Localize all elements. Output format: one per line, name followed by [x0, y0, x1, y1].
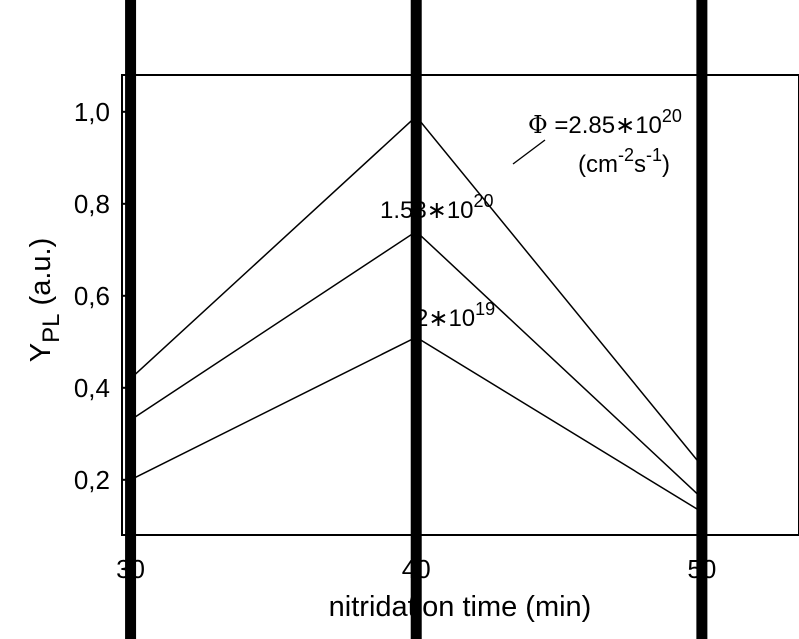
annotation-leader-line — [512, 139, 546, 165]
y-tick-label: 1,0 — [74, 97, 110, 127]
phi-exponent: 20 — [662, 106, 682, 126]
y-tick-label: 0,6 — [74, 281, 110, 311]
low-exponent: 19 — [475, 299, 495, 319]
x-tick-layer: 30 40 50 — [116, 554, 716, 584]
low-value: 2∗10 — [415, 305, 475, 332]
y-tick-label: 0,2 — [74, 465, 110, 495]
x-tick-label: 50 — [687, 554, 716, 584]
unit-exp2: -1 — [646, 145, 662, 165]
annotation-low: 2∗1019 — [415, 299, 495, 332]
annotation-mid: 1.53∗1020 — [380, 191, 494, 224]
mid-value: 1.53∗10 — [380, 197, 474, 224]
y-title-main: Y — [25, 343, 57, 362]
annotation-phi: Φ =2.85∗1020 — [528, 106, 682, 139]
y-tick-layer: 0,2 0,4 0,6 0,8 1,0 — [74, 97, 131, 495]
x-tick-label: 30 — [116, 554, 145, 584]
mid-exponent: 20 — [474, 191, 494, 211]
vertical-marker-layer — [125, 0, 708, 639]
unit-exp1: -2 — [618, 145, 634, 165]
annotation-unit: (cm-2s-1) — [578, 145, 670, 178]
phi-symbol: Φ — [528, 111, 548, 139]
phi-value: =2.85∗10 — [548, 112, 662, 139]
y-tick-label: 0,4 — [74, 373, 110, 403]
y-axis-title: YPL (a.u.) — [25, 238, 65, 362]
x-tick-label: 40 — [402, 554, 431, 584]
unit-mid: s — [634, 151, 646, 178]
x-axis-title: nitridation time (min) — [329, 591, 592, 623]
y-title-sub: PL — [38, 314, 65, 343]
y-title-rest: (a.u.) — [25, 238, 57, 314]
unit-open: (cm — [578, 151, 618, 178]
y-tick-label: 0,8 — [74, 189, 110, 219]
plot-frame — [121, 74, 799, 536]
unit-close: ) — [662, 151, 670, 178]
